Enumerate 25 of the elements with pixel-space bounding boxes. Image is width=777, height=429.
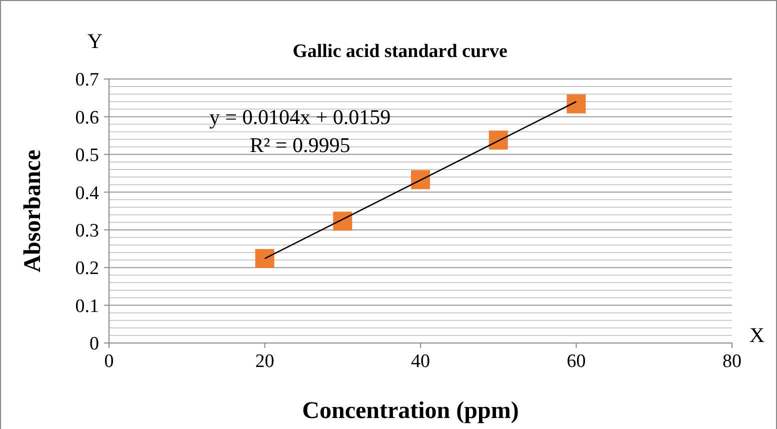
- y-axis-title: Absorbance: [20, 149, 46, 272]
- y-tick-label: 0.5: [75, 145, 99, 166]
- point: [488, 130, 508, 150]
- x-axis-title: Concentration (ppm): [302, 398, 519, 424]
- y-tick-label: 0.4: [75, 182, 100, 204]
- point: [333, 212, 352, 231]
- x-tick-label: 40: [411, 351, 430, 372]
- point: [255, 249, 274, 268]
- y-tick-label: 0.2: [75, 258, 99, 280]
- y-tick-label: 0.3: [75, 220, 99, 242]
- point: [566, 94, 586, 114]
- y-tick-label: 0.6: [75, 107, 99, 128]
- x-tick-label: 80: [722, 351, 742, 372]
- annotation: y = 0.0104x + 0.0159: [209, 105, 391, 129]
- x-tick-label: 20: [255, 351, 274, 372]
- chart-title: Gallic acid standard curve: [292, 41, 508, 62]
- text: X: [749, 323, 765, 347]
- y-tick-label: 0.1: [75, 296, 99, 317]
- annotation: R² = 0.9995: [250, 133, 350, 157]
- text: Y: [87, 29, 103, 53]
- y-tick-label: 0.7: [75, 70, 99, 91]
- x-tick-label: 60: [566, 351, 586, 372]
- x-tick-label: 0: [104, 351, 114, 372]
- point: [411, 170, 430, 190]
- y-tick-label: 0: [90, 334, 99, 355]
